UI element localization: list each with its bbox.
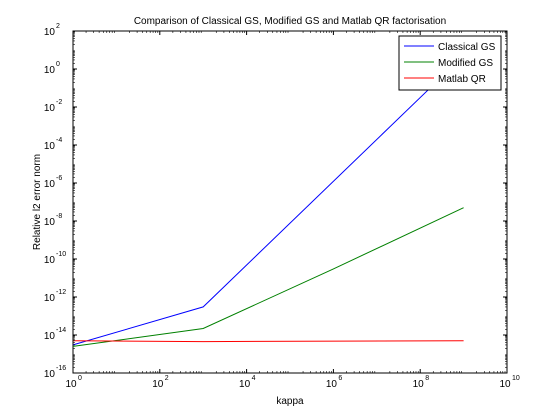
y-tick-label: 10	[44, 369, 56, 380]
y-tick-label: 10	[44, 27, 56, 38]
y-tick-exponent: 0	[56, 61, 60, 68]
y-tick-exponent: 2	[56, 23, 60, 30]
y-tick-label: 10	[44, 141, 56, 152]
series-layer	[72, 55, 464, 347]
legend-box	[398, 35, 502, 91]
y-tick-exponent: -8	[56, 213, 62, 220]
y-tick-label: 10	[44, 293, 56, 304]
y-tick-exponent: -10	[56, 251, 66, 258]
y-tick-exponent: -16	[56, 365, 66, 372]
ticks-layer: 100102104106108101010-1610-1410-1210-101…	[44, 23, 520, 390]
x-tick-label: 10	[499, 379, 511, 390]
y-tick-label: 10	[44, 331, 56, 342]
x-tick-exponent: 8	[425, 375, 429, 382]
legend-label-modified-gs: Modified GS	[438, 58, 493, 69]
x-tick-exponent: 10	[512, 375, 520, 382]
x-tick-exponent: 4	[252, 375, 256, 382]
y-tick-label: 10	[44, 103, 56, 114]
x-tick-label: 10	[326, 379, 338, 390]
series-line-modified-gs	[72, 207, 464, 347]
legend-label-matlab-qr: Matlab QR	[438, 74, 486, 85]
y-tick-exponent: -14	[56, 327, 66, 334]
y-tick-label: 10	[44, 255, 56, 266]
y-tick-label: 10	[44, 65, 56, 76]
x-tick-exponent: 2	[165, 375, 169, 382]
x-tick-label: 10	[65, 379, 77, 390]
y-tick-exponent: -2	[56, 99, 62, 106]
x-tick-label: 10	[413, 379, 425, 390]
x-tick-label: 10	[152, 379, 164, 390]
x-tick-label: 10	[239, 379, 251, 390]
y-tick-exponent: -12	[56, 289, 66, 296]
y-tick-label: 10	[44, 179, 56, 190]
x-tick-exponent: 6	[338, 375, 342, 382]
x-axis-label: kappa	[276, 396, 304, 407]
y-tick-exponent: -6	[56, 175, 62, 182]
y-tick-label: 10	[44, 217, 56, 228]
x-tick-exponent: 0	[78, 375, 82, 382]
series-line-matlab-qr	[72, 340, 464, 343]
legend-label-classical-gs: Classical GS	[438, 42, 496, 53]
y-tick-exponent: -4	[56, 137, 62, 144]
legend: Classical GS Modified GS Matlab QR	[398, 35, 502, 91]
series-line-classical-gs	[72, 55, 464, 346]
y-axis-label: Relative l2 error norm	[32, 154, 43, 250]
chart-title: Comparison of Classical GS, Modified GS …	[134, 16, 446, 27]
